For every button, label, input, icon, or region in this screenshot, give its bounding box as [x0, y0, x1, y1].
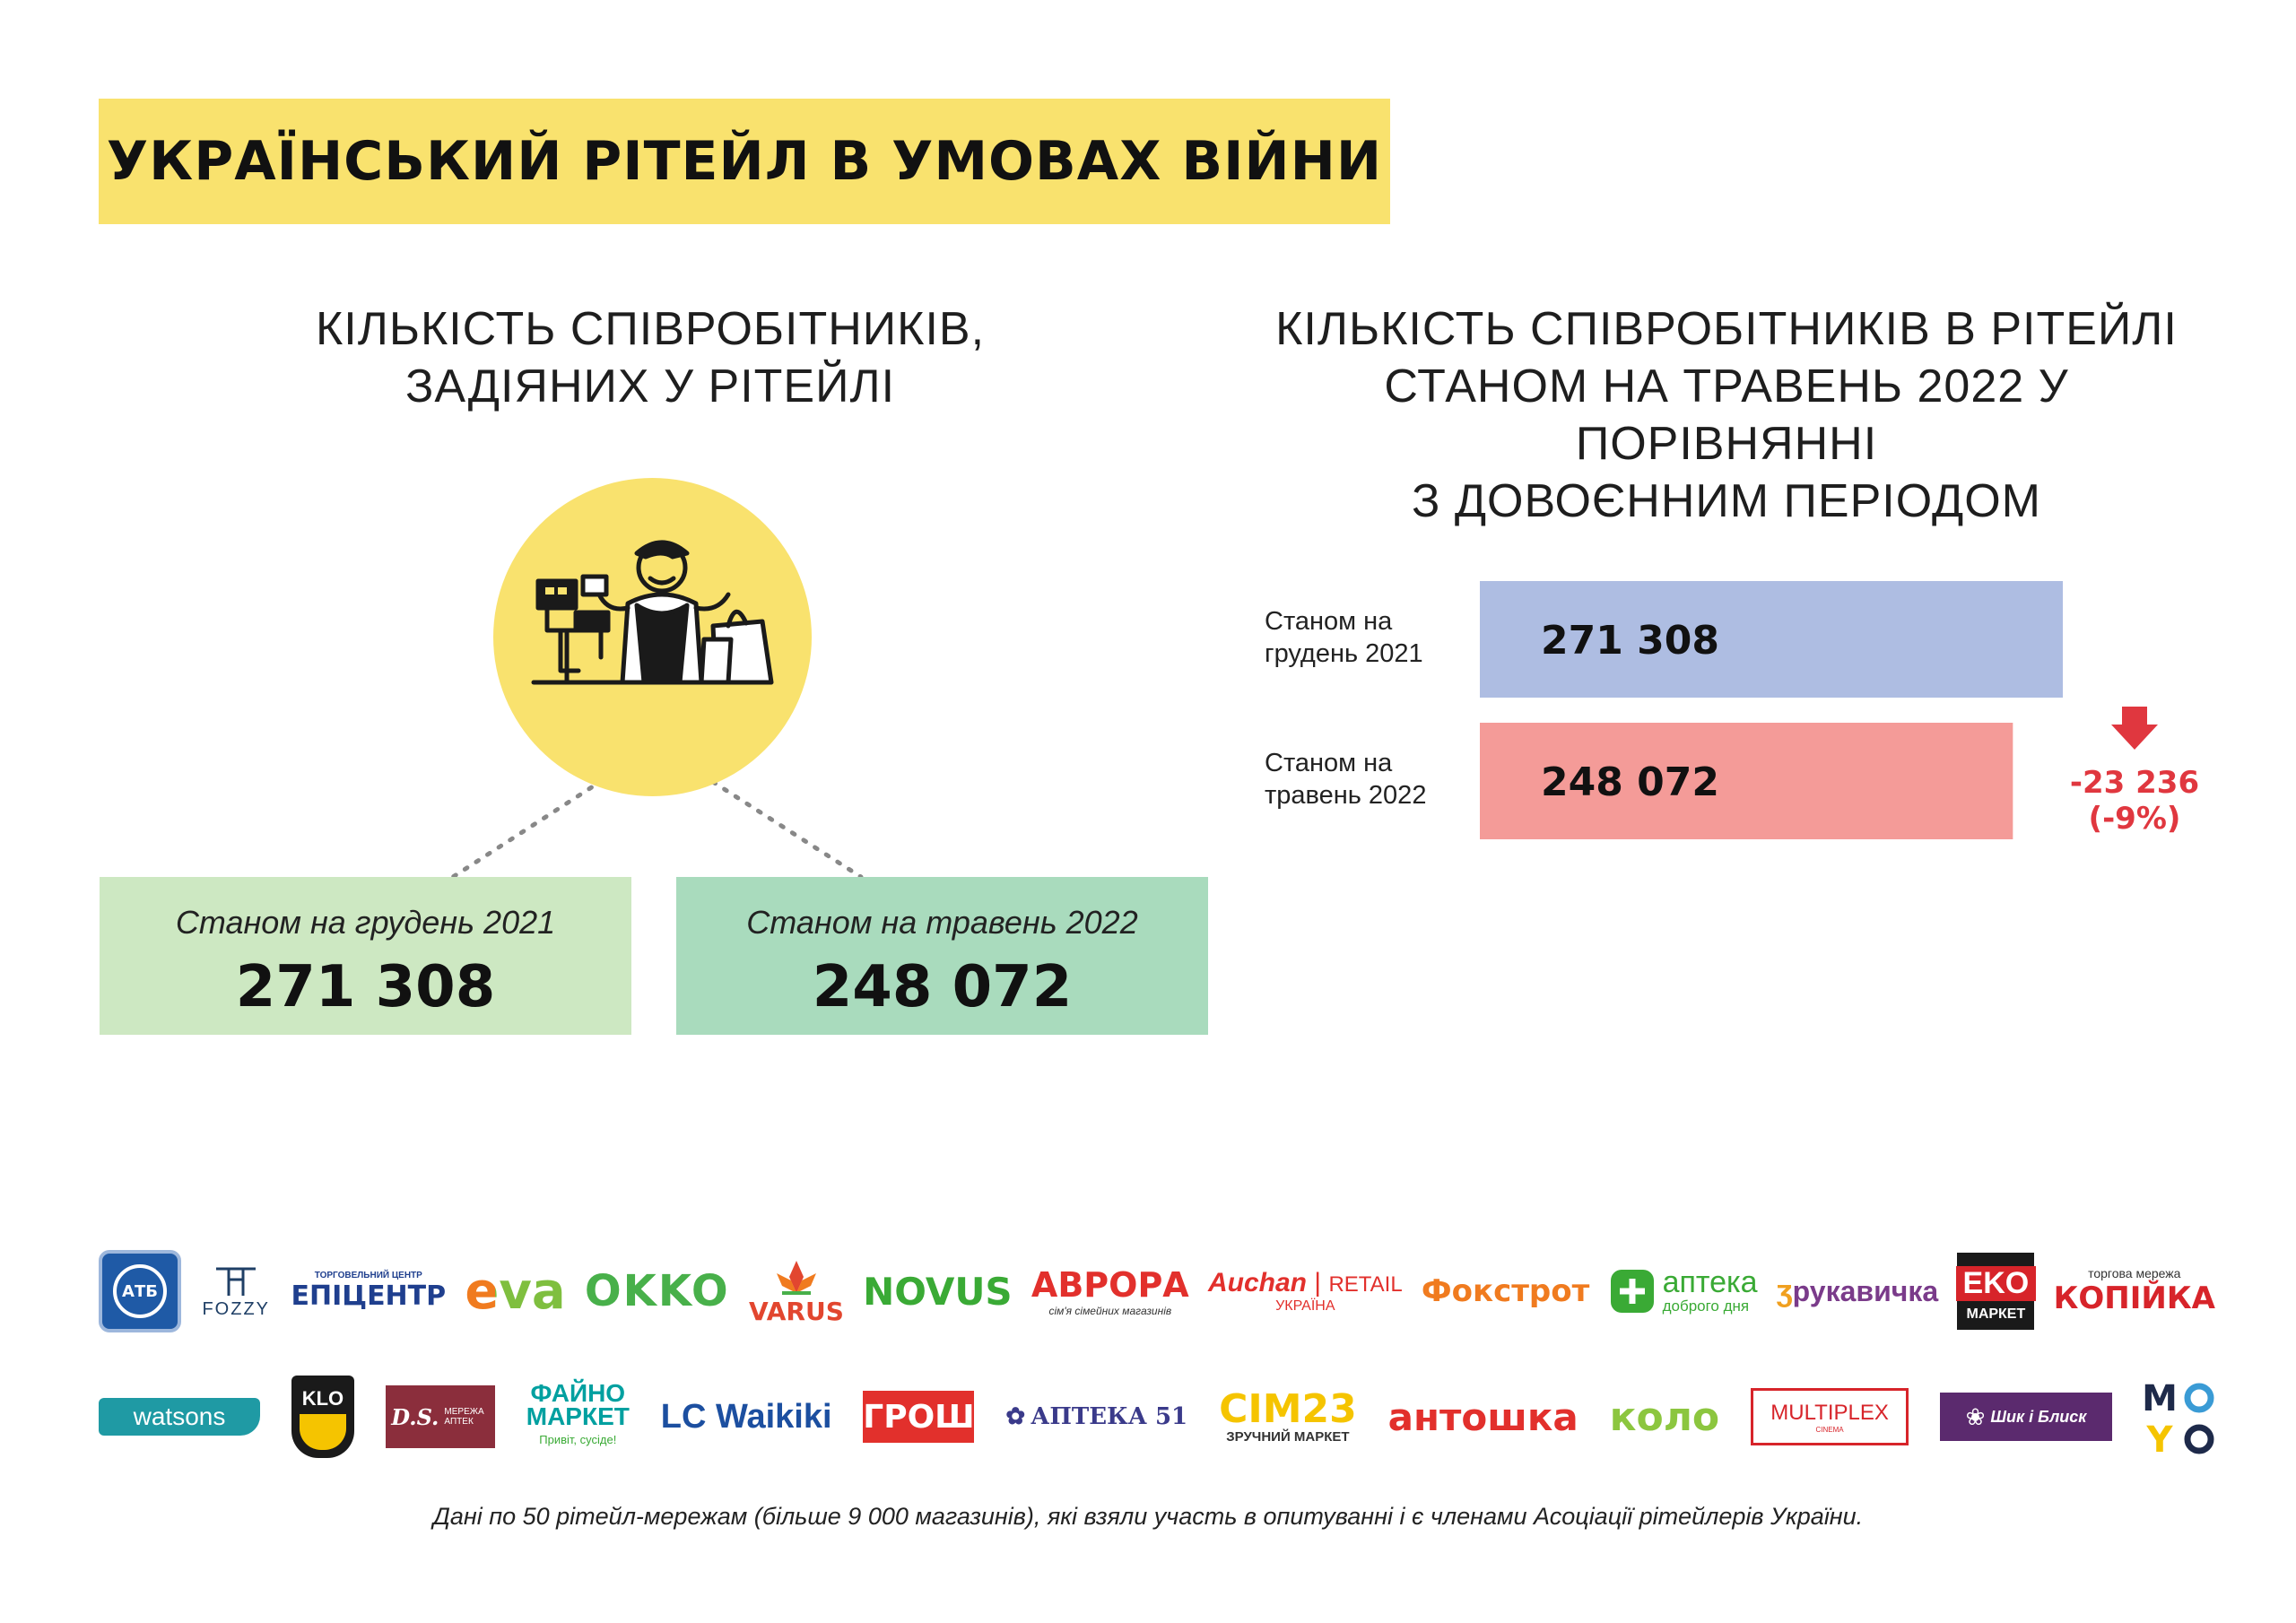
bar — [1480, 723, 2013, 839]
apteka-dd-logo: аптека доброго дня — [1609, 1267, 1758, 1315]
kopiyka-logo-text: КОПІЙКА — [2053, 1280, 2215, 1316]
epicentr-logo-text: ЕПІЦЕНТР — [291, 1280, 447, 1312]
eko-logo-sub: МАРКЕТ — [1966, 1306, 2026, 1322]
down-arrow-icon — [2111, 707, 2158, 750]
right-title-line: З ДОВОЄННИМ ПЕРІОДОМ — [1411, 475, 2042, 527]
delta-value: -23 236 — [2070, 765, 2199, 801]
auchan-logo-text: Auchan — [1207, 1268, 1307, 1298]
page-title: УКРАЇНСЬКИЙ РІТЕЙЛ В УМОВАХ ВІЙНИ — [106, 130, 1383, 193]
svg-text:Y: Y — [2145, 1419, 2173, 1457]
sim23-logo-sub: ЗРУЧНИЙ МАРКЕТ — [1226, 1428, 1350, 1445]
bar-value-label: 248 072 — [1541, 759, 1719, 805]
antoshka-logo: антошка — [1388, 1395, 1578, 1439]
rukavychka-logo: ʒ рукавичка — [1776, 1273, 1939, 1308]
bar-category-label: Станом на грудень 2021 — [1265, 607, 1423, 668]
logo-row-2: watsons KLO D.S. МЕРЕЖА АПТЕК ФАЙНО МАРК… — [99, 1367, 2215, 1466]
lcwaikiki-logo-text: LC Waikiki — [660, 1397, 832, 1436]
fozzy-logo: FOZZY — [200, 1263, 272, 1320]
grosh-logo: ГРОШ — [863, 1391, 975, 1443]
fayno-logo-sub: Привіт, сусіде! — [539, 1433, 617, 1446]
auchan-logo: Auchan | RETAIL УКРАЇНА — [1207, 1268, 1403, 1314]
apteka51-logo: ✿ АПТЕКА 51 — [1005, 1403, 1188, 1430]
kopiyka-logo-sub: торгова мережа — [2088, 1266, 2181, 1280]
apteka-dd-logo-sub: доброго дня — [1662, 1298, 1750, 1315]
delta-percent: (-9%) — [2089, 801, 2181, 837]
bar-category-label: Станом на травень 2022 — [1265, 749, 1426, 810]
multiplex-logo-sub: CINEMA — [1815, 1425, 1844, 1434]
multiplex-logo: MULTIPLEX CINEMA — [1751, 1388, 1909, 1445]
shyk-logo-text: Шик і Блиск — [1990, 1407, 2087, 1426]
okko-logo: OKKO — [585, 1266, 730, 1316]
stat-value: 271 308 — [235, 954, 496, 1020]
stat-caption: Станом на грудень 2021 — [175, 904, 556, 941]
fayno-logo-text: ФАЙНО — [530, 1379, 626, 1407]
avrora-logo-sub: сім'я сімейних магазинів — [1048, 1305, 1172, 1317]
varus-logo: VARUS — [749, 1257, 844, 1326]
fayno-market-logo: ФАЙНО МАРКЕТ Привіт, сусіде! — [526, 1379, 630, 1452]
atb-logo: АТБ — [99, 1250, 181, 1332]
employees-bar-chart: Станом на грудень 2021 271 308 Станом на тра… — [1265, 581, 2199, 839]
logo-row-1: АТБ FOZZY ТОРГОВЕЛЬНИЙ ЦЕНТР ЕПІЦЕНТР ev… — [99, 1242, 2215, 1341]
avrora-logo-text: АВРОРА — [1031, 1265, 1189, 1305]
apteka-dd-logo-text: аптека — [1662, 1265, 1758, 1299]
novus-logo-text: NOVUS — [863, 1269, 1013, 1314]
foxtrot-logo: Фокстрот — [1422, 1273, 1589, 1309]
klo-logo: KLO — [291, 1376, 354, 1458]
footnote: Дані по 50 рітейл-мережам (більше 9 000 … — [432, 1503, 1864, 1530]
fayno-logo-text2: МАРКЕТ — [526, 1402, 630, 1430]
kolo-logo: коло — [1610, 1394, 1720, 1440]
avrora-logo: АВРОРА сім'я сімейних магазинів — [1031, 1265, 1189, 1317]
sim23-logo-text: СІМ23 — [1219, 1385, 1357, 1432]
epicentr-logo: ТОРГОВЕЛЬНИЙ ЦЕНТР ЕПІЦЕНТР — [291, 1271, 446, 1312]
foxtrot-logo-text: Фокстрот — [1421, 1273, 1590, 1309]
shyk-i-blysk-logo: ❀ Шик і Блиск — [1940, 1393, 2112, 1441]
rukavychka-logo-text: рукавичка — [1792, 1274, 1939, 1307]
okko-logo-text: OKKO — [584, 1266, 730, 1316]
svg-text:M: M — [2144, 1378, 2178, 1419]
watsons-logo: watsons — [99, 1398, 260, 1436]
right-title-line: КІЛЬКІСТЬ СПІВРОБІТНИКІВ В РІТЕЙЛІ — [1275, 303, 2178, 355]
multiplex-logo-text: MULTIPLEX — [1770, 1400, 1889, 1425]
left-title-line: ЗАДІЯНИХ У РІТЕЙЛІ — [404, 360, 896, 412]
auchan-logo-text2: RETAIL — [1328, 1272, 1403, 1297]
kopiyka-logo: торгова мережа КОПІЙКА — [2054, 1266, 2215, 1316]
ds-logo: D.S. МЕРЕЖА АПТЕК — [385, 1385, 495, 1448]
bar — [1480, 581, 2063, 698]
title-banner: УКРАЇНСЬКИЙ РІТЕЙЛ В УМОВАХ ВІЙНИ — [99, 99, 1390, 224]
cashier-illustration — [493, 478, 812, 796]
eko-market-logo: EKO МАРКЕТ — [1955, 1253, 2037, 1330]
left-title-line: КІЛЬКІСТЬ СПІВРОБІТНИКІВ, — [315, 303, 986, 355]
apteka51-logo-text: АПТЕКА 51 — [1031, 1403, 1188, 1430]
ds-logo-text: D.S. — [391, 1403, 439, 1430]
kolo-logo-text: коло — [1609, 1393, 1720, 1440]
stat-box-may-2022: Станом на травень 2022 248 072 — [676, 877, 1208, 1035]
moyo-logo: M Y — [2144, 1376, 2215, 1457]
epicentr-logo-sub: ТОРГОВЕЛЬНИЙ ЦЕНТР — [314, 1271, 422, 1280]
left-section-title: КІЛЬКІСТЬ СПІВРОБІТНИКІВ, ЗАДІЯНИХ У РІТ… — [233, 300, 1067, 415]
watsons-logo-text: watsons — [133, 1402, 226, 1430]
stat-value: 248 072 — [812, 954, 1073, 1020]
varus-logo-text: VARUS — [748, 1296, 844, 1326]
grosh-logo-text: ГРОШ — [863, 1398, 975, 1436]
bar-value-label: 271 308 — [1541, 618, 1719, 664]
eko-logo-text: EKO — [1955, 1265, 2037, 1301]
atb-logo-text: АТБ — [122, 1282, 158, 1301]
auchan-logo-sub: УКРАЇНА — [1275, 1298, 1335, 1314]
cashier-icon — [531, 540, 774, 685]
right-title-line: СТАНОМ НА ТРАВЕНЬ 2022 У ПОРІВНЯННІ — [1384, 360, 2069, 470]
stat-box-december-2021: Станом на грудень 2021 271 308 — [100, 877, 631, 1035]
antoshka-logo-text: антошка — [1387, 1394, 1578, 1439]
eva-logo: eva — [465, 1263, 565, 1321]
eva-logo-text: eva — [465, 1262, 566, 1321]
fozzy-logo-text: FOZZY — [202, 1298, 270, 1319]
stat-caption: Станом на травень 2022 — [746, 904, 1138, 941]
sim23-logo: СІМ23 ЗРУЧНИЙ МАРКЕТ — [1219, 1385, 1357, 1445]
right-section-title: КІЛЬКІСТЬ СПІВРОБІТНИКІВ В РІТЕЙЛІ СТАНО… — [1229, 300, 2224, 530]
ds-logo-sub: МЕРЕЖА АПТЕК — [444, 1407, 484, 1427]
klo-logo-text: KLO — [301, 1387, 344, 1410]
novus-logo: NOVUS — [863, 1270, 1013, 1314]
lcwaikiki-logo: LC Waikiki — [661, 1398, 832, 1436]
